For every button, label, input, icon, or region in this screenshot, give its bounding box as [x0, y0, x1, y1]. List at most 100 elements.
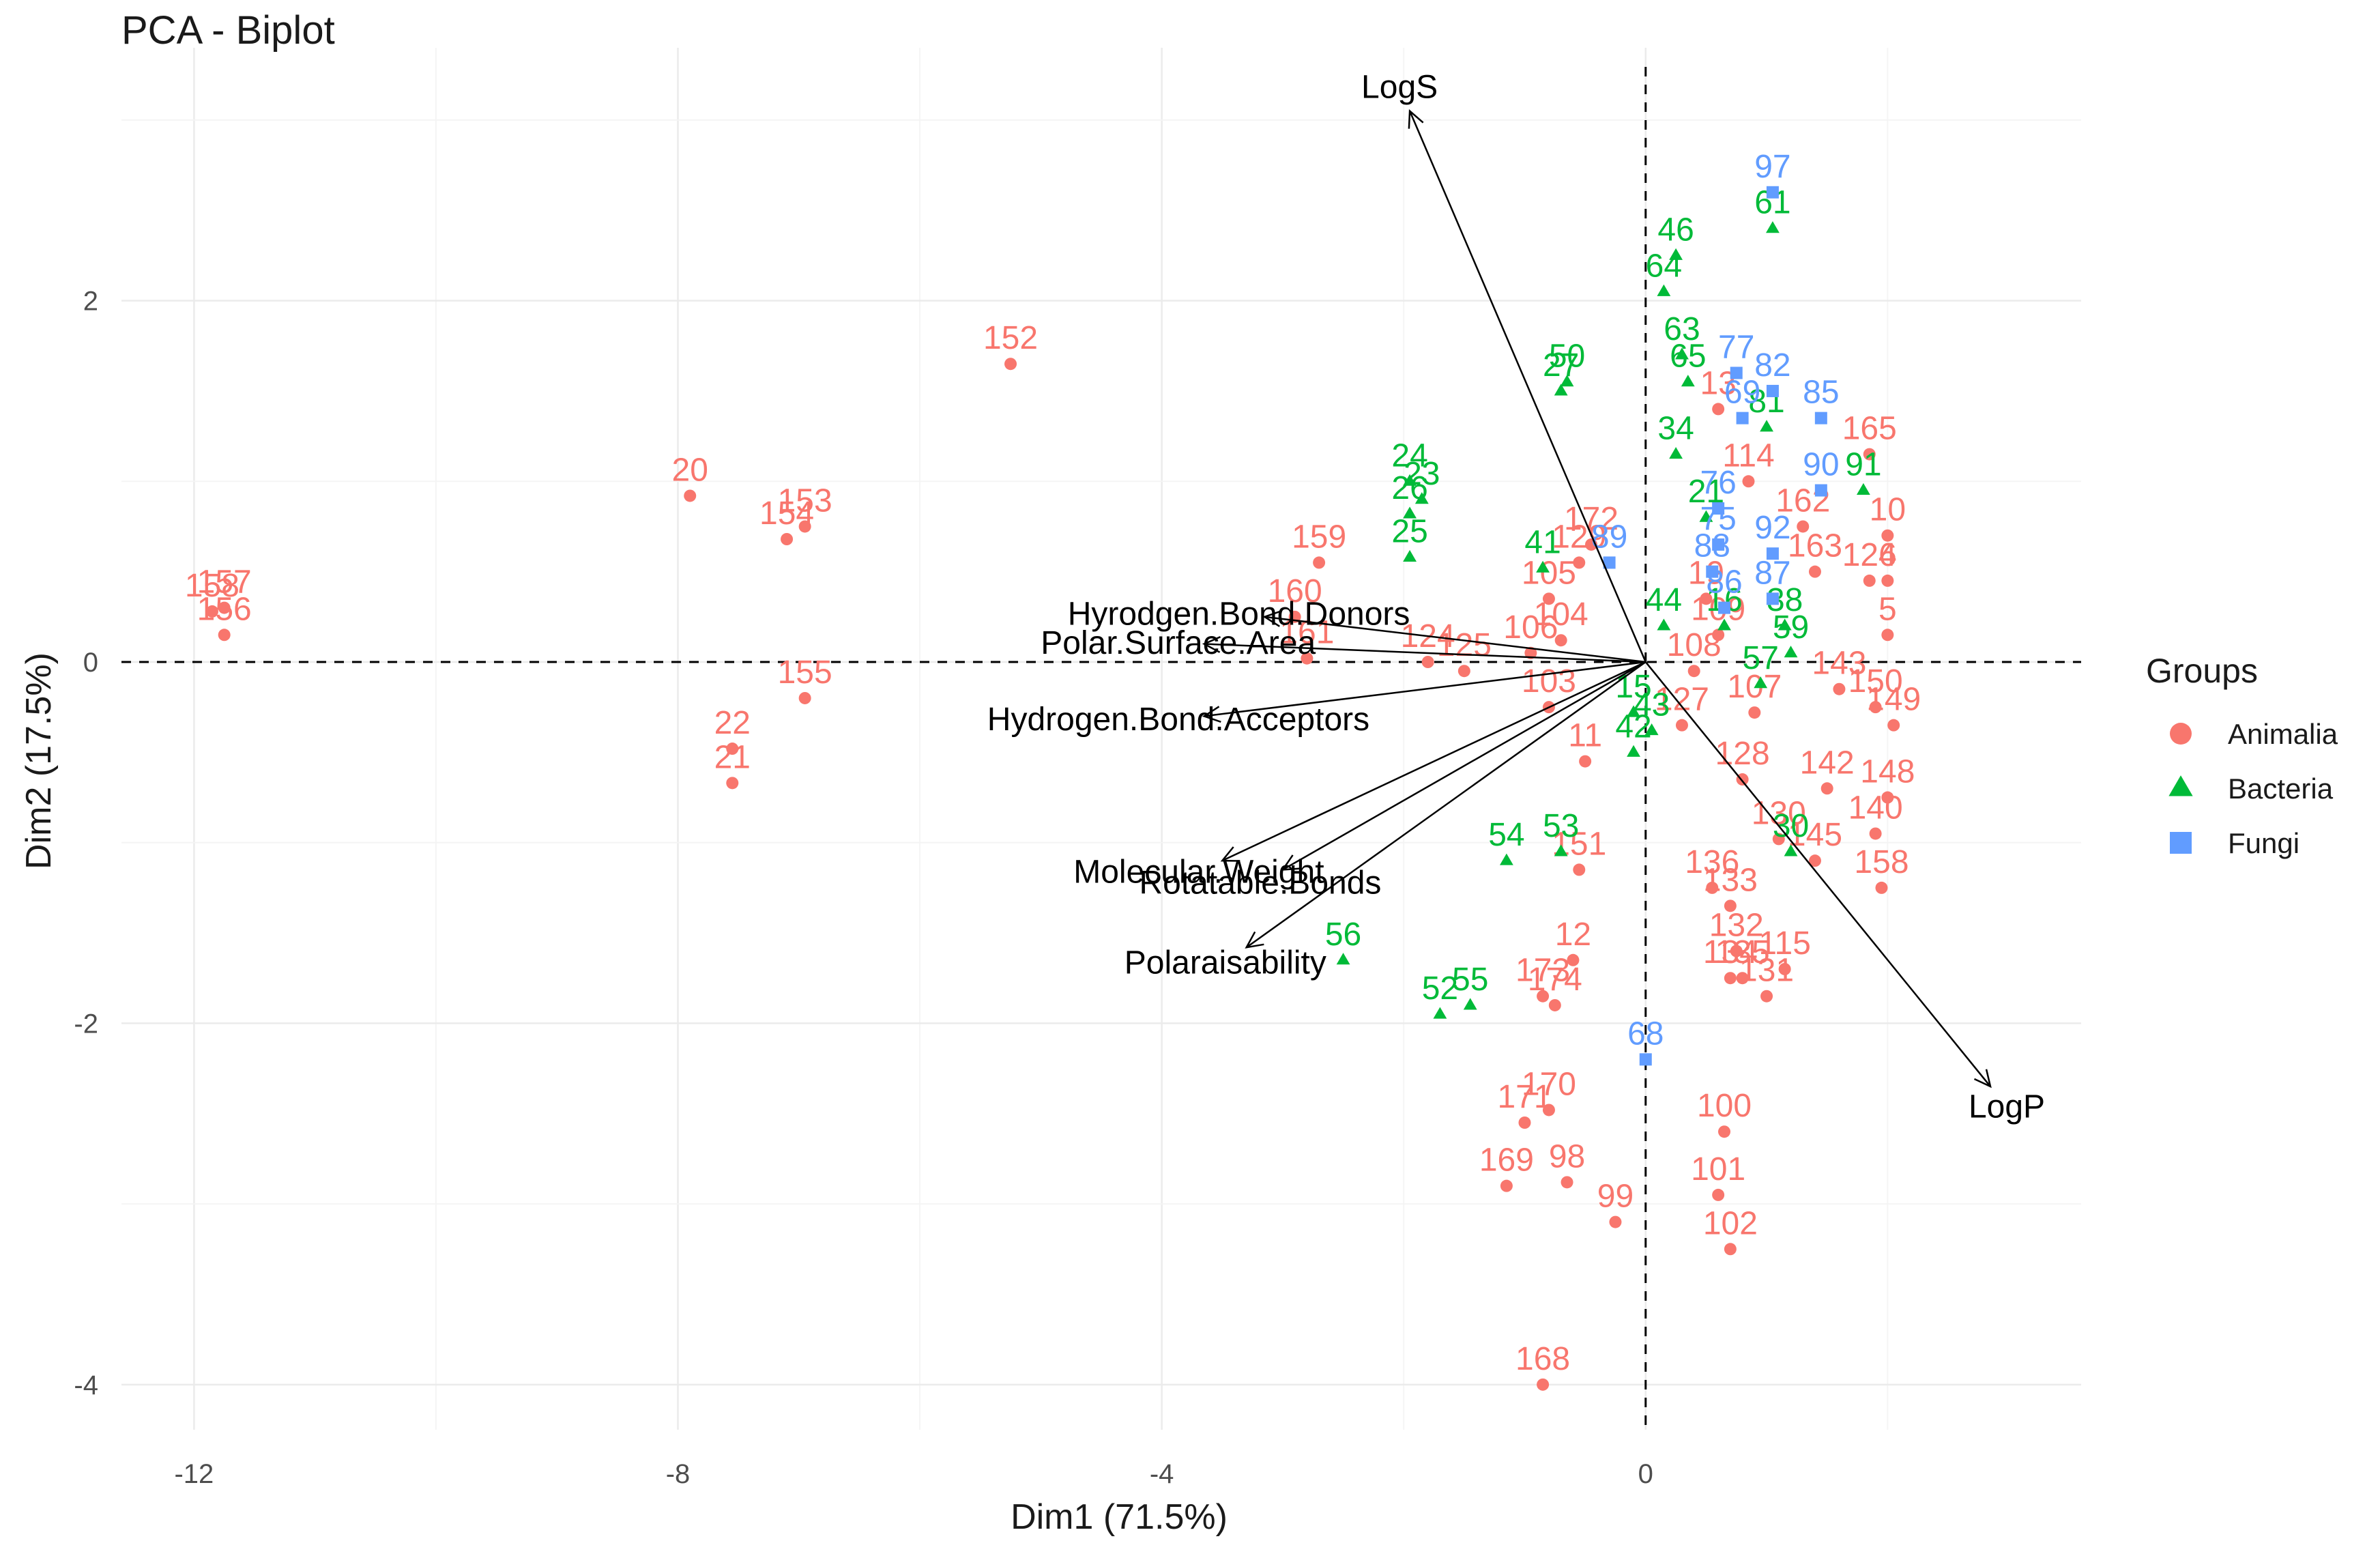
legend-label: Fungi — [2228, 827, 2299, 859]
point-label: 169 — [1479, 1142, 1534, 1179]
point-marker — [1724, 1243, 1737, 1256]
variable-label: Molecular.Weight — [1073, 854, 1324, 890]
point-label: 102 — [1703, 1205, 1758, 1241]
point-marker — [1742, 475, 1755, 488]
arrow-head — [1220, 846, 1240, 862]
point-marker — [798, 520, 811, 533]
point-label: 5 — [1878, 591, 1897, 627]
legend-label: Animalia — [2228, 718, 2338, 750]
point-marker — [1718, 601, 1731, 614]
point-marker — [1414, 492, 1429, 504]
point-label: 44 — [1646, 582, 1682, 618]
legend-items: Animalia Bacteria Fungi — [2168, 718, 2338, 859]
point-marker — [1760, 990, 1773, 1003]
point-label: 26 — [1391, 470, 1427, 506]
point-marker — [1669, 446, 1683, 459]
point-marker — [1712, 538, 1725, 551]
point-marker — [218, 601, 231, 614]
point-label: 24 — [1391, 437, 1427, 474]
chart-title: PCA - Biplot — [121, 8, 335, 53]
point-marker — [1736, 972, 1749, 985]
point-marker — [1554, 384, 1568, 396]
point-label: 98 — [1549, 1138, 1585, 1175]
point-marker — [1463, 998, 1477, 1010]
point-marker — [1675, 719, 1688, 732]
point-marker — [1700, 592, 1713, 605]
arrow-line — [1408, 111, 1646, 663]
point-marker — [1567, 953, 1580, 966]
point-marker — [1754, 676, 1768, 689]
legend-key — [2170, 723, 2192, 745]
point-label: 114 — [1722, 437, 1775, 474]
y-tick-label: -4 — [74, 1370, 98, 1400]
y-tick-label: 0 — [83, 648, 98, 678]
variable-label: Hydrogen.Bond.Acceptors — [987, 702, 1369, 738]
variable-label: Polar.Surface.Area — [1041, 625, 1316, 661]
point-label: 174 — [1528, 962, 1582, 998]
point-label: 52 — [1422, 970, 1458, 1007]
point-marker — [1712, 403, 1725, 416]
point-label: 42 — [1615, 708, 1651, 745]
variable-label: Hyrodgen.Bond.Donors — [1068, 596, 1410, 632]
point-label: 57 — [1743, 640, 1779, 676]
point-label: 154 — [759, 495, 814, 532]
point-marker — [1869, 827, 1882, 840]
point-label: 152 — [983, 320, 1038, 356]
point-label: 88 — [1694, 528, 1730, 564]
point-marker — [781, 533, 794, 545]
point-label: 106 — [1503, 609, 1558, 646]
point-marker — [1548, 998, 1561, 1011]
point-label: 64 — [1646, 248, 1682, 284]
point-label: 46 — [1657, 212, 1694, 248]
point-label: 128 — [1715, 736, 1770, 772]
x-tick-label: 0 — [1638, 1459, 1653, 1489]
x-tick-labels: -12 -8 -4 0 — [174, 1459, 1653, 1489]
point-label: 150 — [1848, 663, 1903, 700]
point-label: 77 — [1718, 329, 1754, 365]
point-label: 87 — [1754, 555, 1790, 591]
point-label: 172 — [1564, 501, 1619, 537]
point-label: 56 — [1325, 917, 1361, 953]
point-marker — [1524, 646, 1537, 659]
point-marker — [1627, 705, 1640, 717]
point-label: 25 — [1391, 513, 1427, 549]
point-label: 53 — [1543, 808, 1579, 844]
point-label: 11 — [1568, 718, 1602, 754]
point-label: 161 — [1279, 615, 1334, 651]
point-label: 43 — [1634, 687, 1670, 723]
point-label: 173 — [1515, 953, 1570, 989]
point-label: 23 — [1404, 456, 1440, 492]
point-marker — [1766, 592, 1779, 605]
point-label: 59 — [1773, 609, 1809, 646]
point-marker — [1554, 634, 1567, 647]
point-label: 55 — [1452, 962, 1488, 998]
arrow-head — [1408, 109, 1424, 129]
point-marker — [1421, 656, 1434, 668]
arrow-head — [1202, 706, 1221, 723]
point-marker — [1881, 574, 1894, 587]
point-label: 143 — [1812, 646, 1866, 682]
point-label: 86 — [1706, 564, 1742, 601]
point-marker — [1712, 502, 1725, 515]
point-marker — [1639, 1053, 1652, 1066]
y-tick-label: 2 — [83, 287, 98, 317]
point-marker — [1808, 854, 1821, 867]
x-axis-title: Dim1 (71.5%) — [1011, 1497, 1228, 1537]
point-label: 168 — [1515, 1341, 1570, 1377]
point-marker — [1797, 520, 1810, 533]
y-tick-label: -2 — [74, 1009, 98, 1039]
legend-item-fungi: Fungi — [2170, 827, 2299, 859]
point-marker — [1863, 574, 1876, 587]
point-marker — [1881, 791, 1894, 804]
point-marker — [1875, 881, 1888, 894]
point-marker — [1760, 420, 1773, 432]
point-marker — [1748, 706, 1761, 719]
point-label: 97 — [1754, 149, 1790, 185]
arrow-line — [1204, 643, 1646, 663]
y-axis-title: Dim2 (17.5%) — [19, 652, 59, 869]
point-marker — [1542, 1104, 1555, 1116]
legend-title: Groups — [2146, 652, 2258, 690]
